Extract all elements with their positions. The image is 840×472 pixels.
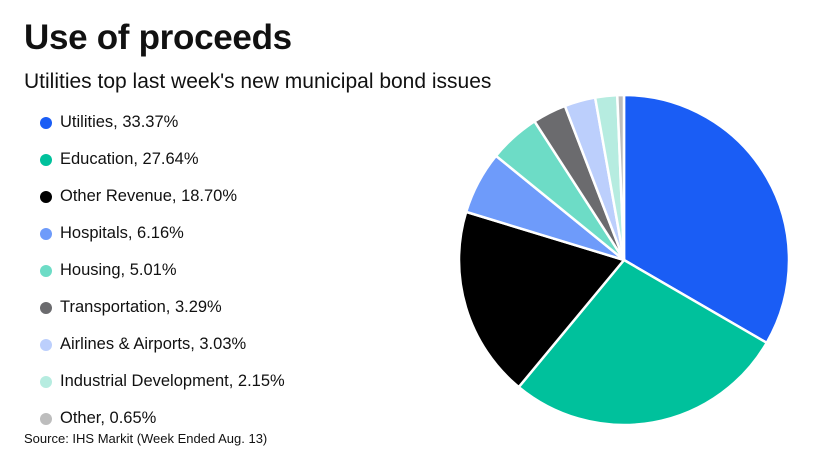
legend-swatch: [40, 412, 52, 425]
legend-label: Transportation, 3.29%: [60, 298, 222, 316]
legend-label: Industrial Development, 2.15%: [60, 372, 285, 390]
legend-item-education: Education, 27.64%: [40, 141, 285, 178]
legend-item-housing: Housing, 5.01%: [40, 252, 285, 289]
legend-item-airlines-airports: Airlines & Airports, 3.03%: [40, 326, 285, 363]
chart-subtitle: Utilities top last week's new municipal …: [24, 70, 492, 93]
pie-slice-other-revenue: [457, 210, 626, 389]
legend-label: Other Revenue, 18.70%: [60, 187, 238, 205]
legend-swatch: [40, 190, 52, 203]
legend-swatch: [40, 153, 52, 166]
legend-swatch: [40, 227, 52, 240]
legend-item-other-revenue: Other Revenue, 18.70%: [40, 178, 285, 215]
legend-swatch: [40, 264, 52, 277]
source-note: Source: IHS Markit (Week Ended Aug. 13): [24, 431, 268, 446]
legend: Utilities, 33.37% Education, 27.64% Othe…: [40, 104, 285, 437]
legend-item-other: Other, 0.65%: [40, 400, 285, 437]
pie-slice-other: [616, 93, 626, 262]
legend-item-industrial-development: Industrial Development, 2.15%: [40, 363, 285, 400]
pie-slice-education: [517, 258, 768, 427]
legend-swatch: [40, 301, 52, 314]
legend-label: Education, 27.64%: [60, 150, 199, 168]
pie-slice-utilities: [622, 93, 791, 345]
legend-label: Housing, 5.01%: [60, 261, 177, 279]
legend-swatch: [40, 375, 52, 388]
legend-item-transportation: Transportation, 3.29%: [40, 289, 285, 326]
legend-item-hospitals: Hospitals, 6.16%: [40, 215, 285, 252]
chart-title: Use of proceeds: [24, 18, 292, 57]
legend-swatch: [40, 116, 52, 129]
legend-label: Airlines & Airports, 3.03%: [60, 335, 247, 353]
legend-item-utilities: Utilities, 33.37%: [40, 104, 285, 141]
legend-label: Other, 0.65%: [60, 409, 157, 427]
legend-label: Hospitals, 6.16%: [60, 224, 184, 242]
legend-swatch: [40, 338, 52, 351]
legend-label: Utilities, 33.37%: [60, 113, 179, 131]
